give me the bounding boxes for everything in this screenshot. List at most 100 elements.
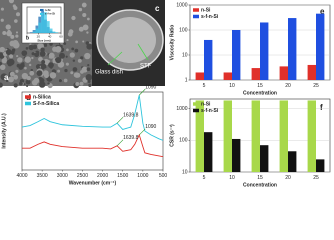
x-tick-label: 15: [257, 83, 263, 89]
grain: [18, 64, 24, 70]
grain: [16, 12, 21, 17]
annotation: Glass dish: [95, 70, 123, 76]
x-tick-label: 25: [313, 83, 319, 89]
grain: [24, 56, 32, 63]
x-tick-label: 10: [229, 175, 235, 181]
grain: [33, 77, 40, 84]
grain: [80, 56, 84, 60]
x-tick-label: 1500: [117, 173, 128, 179]
annotation-arrow: [139, 88, 146, 96]
bar: [316, 13, 325, 81]
bar: [288, 18, 297, 80]
grain: [25, 79, 31, 85]
legend-label: s-f-n-Si: [45, 12, 55, 16]
y-axis-label: Intensity (A.U.): [1, 113, 7, 149]
grain: [2, 30, 7, 35]
bar: [260, 145, 269, 172]
annotation: STF: [140, 64, 152, 70]
y-tick-label: 10: [182, 52, 188, 58]
legend-swatch: [193, 102, 199, 106]
grain: [17, 57, 23, 63]
x-axis-label: Concentration: [243, 182, 277, 188]
histogram-bar: [49, 28, 53, 33]
grain: [75, 40, 78, 44]
grain: [21, 72, 29, 80]
bar: [232, 30, 241, 80]
y-axis-label: CSR (s⁻¹): [169, 124, 175, 147]
legend-label: n-Si: [201, 7, 211, 13]
grain: [87, 17, 90, 21]
grain: [15, 34, 19, 38]
legend-swatch: [40, 12, 44, 15]
x-tick-label: 40: [48, 34, 52, 38]
histogram-bar: [46, 21, 50, 33]
grain: [29, 43, 32, 46]
grain: [5, 79, 9, 83]
grain: [5, 49, 12, 56]
bar: [223, 72, 232, 80]
line: [22, 133, 164, 158]
x-tick-label: 500: [159, 173, 168, 179]
grain: [88, 83, 92, 87]
x-tick-label: 3500: [37, 173, 48, 179]
grain: [24, 66, 27, 70]
bar: [316, 159, 325, 172]
annotation-arrow: [116, 139, 124, 147]
grain: [9, 40, 16, 47]
bar: [204, 132, 213, 172]
grain: [8, 0, 15, 4]
legend-swatch: [25, 95, 31, 99]
grain: [39, 50, 46, 57]
grain: [78, 7, 83, 12]
grain: [71, 15, 76, 21]
grain: [0, 82, 3, 88]
grain: [72, 59, 76, 62]
grain: [57, 69, 61, 73]
y-tick-label: 1000: [176, 106, 187, 112]
grain: [6, 30, 12, 37]
grain: [0, 52, 3, 55]
bar: [195, 100, 204, 172]
grain: [69, 52, 75, 58]
legend-swatch: [193, 108, 199, 113]
grain: [74, 72, 80, 78]
y-tick-label: 1000: [176, 2, 187, 8]
panel-label: a: [4, 73, 9, 82]
x-tick-label: 15: [257, 175, 263, 181]
grain: [39, 78, 44, 83]
grain: [21, 62, 24, 65]
x-tick-label: 20: [37, 34, 41, 38]
grain: [63, 78, 68, 83]
grain: [64, 68, 68, 73]
grain: [86, 31, 89, 34]
x-tick-label: 20: [285, 175, 291, 181]
grain: [11, 48, 16, 52]
grain: [79, 81, 84, 86]
x-tick-label: 25: [313, 175, 319, 181]
grain: [8, 54, 14, 59]
grain: [43, 43, 48, 47]
x-tick-label: 4000: [16, 173, 27, 179]
x-axis-label: Size (nm): [37, 39, 50, 43]
bar: [279, 66, 288, 80]
histogram-bar: [41, 15, 44, 33]
grain: [10, 34, 15, 39]
grain: [86, 67, 91, 72]
grain: [14, 19, 18, 23]
grain: [5, 24, 11, 30]
legend-label: s-f-n-Si: [201, 108, 219, 114]
grain: [38, 56, 43, 62]
grain: [0, 18, 4, 22]
grain: [29, 70, 35, 76]
grain: [84, 52, 91, 60]
bar: [288, 151, 297, 172]
annotation: 1639.8: [123, 135, 139, 141]
x-tick-label: 5: [203, 175, 206, 181]
x-tick-label: 2500: [77, 173, 88, 179]
grain: [26, 75, 31, 81]
grain: [75, 82, 80, 87]
grain: [81, 2, 87, 8]
annotation: 1090: [145, 124, 156, 130]
annotation-arrow: [116, 116, 124, 124]
annotation: 1090: [145, 84, 156, 90]
